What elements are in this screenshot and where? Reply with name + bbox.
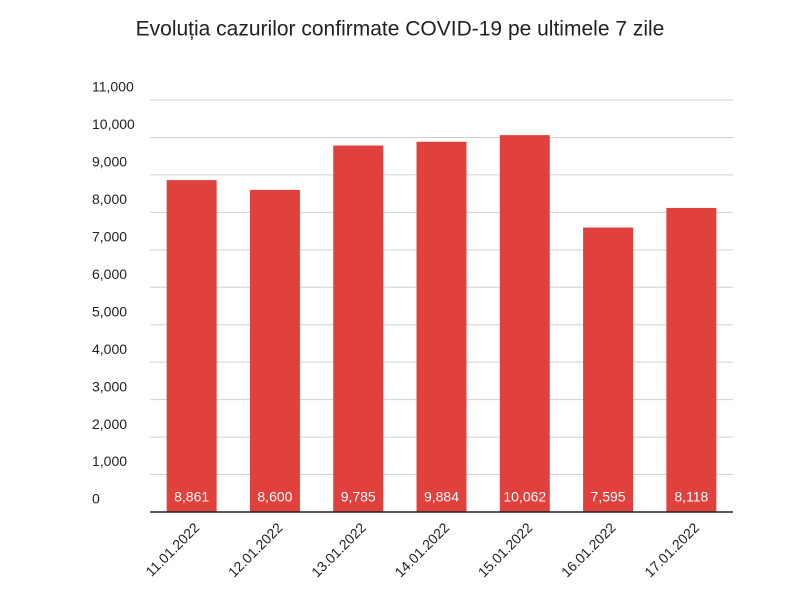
chart-title: Evoluția cazurilor confirmate COVID-19 p… (136, 18, 665, 41)
y-tick-label: 11,000 (92, 79, 134, 95)
bar (583, 227, 634, 513)
y-tick-label: 0 (92, 491, 100, 507)
y-tick-label: 6,000 (92, 266, 127, 282)
y-tick-label: 9,000 (92, 154, 127, 170)
y-tick-label: 5,000 (92, 303, 127, 319)
value-label: 8,861 (174, 489, 209, 505)
bar (249, 189, 300, 512)
y-tick-label: 7,000 (92, 229, 127, 245)
y-tick-label: 8,000 (92, 191, 127, 207)
y-tick-label: 3,000 (92, 378, 127, 394)
bar (333, 145, 384, 513)
x-tick-label: 15.01.2022 (475, 519, 536, 580)
value-label: 10,062 (503, 489, 546, 505)
y-tick-label: 4,000 (92, 341, 127, 357)
y-tick-label: 1,000 (92, 453, 127, 469)
x-tick-label: 11.01.2022 (142, 519, 202, 579)
bar (166, 180, 217, 512)
x-tick-label: 12.01.2022 (225, 519, 286, 580)
bar (416, 141, 467, 513)
y-tick-label: 2,000 (92, 416, 127, 432)
bar (666, 207, 717, 512)
value-label: 9,884 (424, 489, 459, 505)
value-label: 8,600 (257, 489, 292, 505)
value-label: 8,118 (674, 489, 708, 505)
x-tick-label: 14.01.2022 (391, 519, 452, 580)
x-tick-label: 17.01.2022 (641, 519, 702, 580)
value-label: 9,785 (341, 489, 376, 505)
x-tick-label: 13.01.2022 (308, 519, 369, 580)
bar (499, 135, 550, 512)
x-tick-label: 16.01.2022 (558, 519, 619, 580)
value-label: 7,595 (591, 489, 626, 505)
y-tick-label: 10,000 (92, 116, 135, 132)
